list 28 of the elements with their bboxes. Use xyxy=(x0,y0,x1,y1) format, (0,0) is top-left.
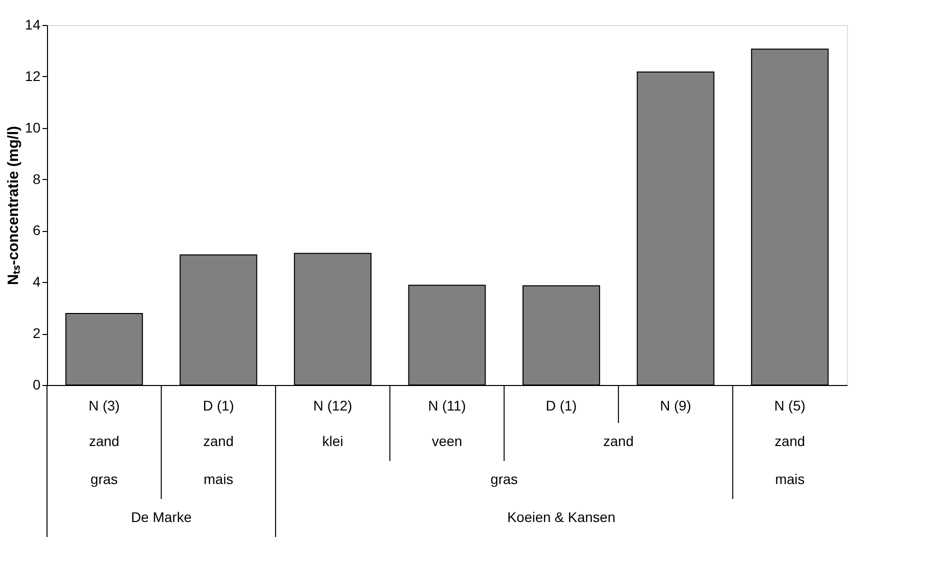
text: gras xyxy=(90,471,118,487)
y-tick-label: 10 xyxy=(24,119,41,136)
y-tick-label: 0 xyxy=(32,376,41,392)
x-tick-label: N (9) xyxy=(660,398,692,414)
text: zand xyxy=(88,433,120,449)
text: gras xyxy=(490,471,518,487)
y-tick-label: 12 xyxy=(24,68,41,84)
y-tick-label: 4 xyxy=(32,274,41,290)
text: klei xyxy=(322,433,344,449)
x-tick-label: N (12) xyxy=(313,398,352,414)
text: Koeien & Kansen xyxy=(507,509,616,525)
y-tick-label: 2 xyxy=(32,325,41,342)
text: mais xyxy=(204,471,234,487)
x-tick-label: D (1) xyxy=(202,398,234,414)
text: zand xyxy=(603,433,634,449)
x-tick-label: N (3) xyxy=(88,398,120,414)
y-axis-title: Nₜₛ-concentratie (mg/l) xyxy=(4,126,22,286)
text: zand xyxy=(203,433,234,449)
y-tick-label: 8 xyxy=(32,170,41,187)
y-tick-label: 6 xyxy=(32,222,41,238)
x-tick-label: N (5) xyxy=(774,398,806,414)
text: veen xyxy=(432,433,462,449)
text: zand xyxy=(774,433,806,449)
text: mais xyxy=(775,471,805,487)
x-tick-label: D (1) xyxy=(546,398,577,414)
x-tick-label: N (11) xyxy=(428,398,466,414)
text: De Marke xyxy=(130,509,192,525)
y-tick-label: 14 xyxy=(24,16,41,32)
